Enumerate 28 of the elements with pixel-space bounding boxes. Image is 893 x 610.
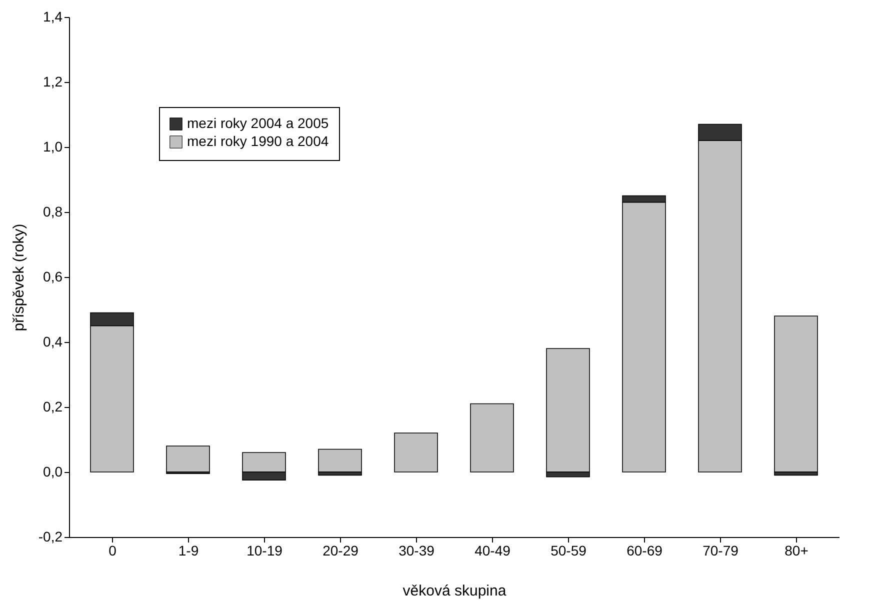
x-tick-label: 10-19	[246, 542, 283, 558]
x-axis-title: věková skupina	[402, 582, 507, 600]
y-tick-label: 0,6	[43, 268, 63, 284]
x-tick-label: 30-39	[398, 542, 435, 558]
y-tick-label: 0,4	[43, 334, 63, 350]
bar	[318, 448, 362, 472]
x-tick-label: 80+	[784, 542, 808, 558]
x-tick-label: 0	[108, 542, 117, 558]
x-tick-label: 40-49	[474, 542, 511, 558]
y-tick-label: 0,0	[43, 464, 63, 480]
y-tick-label: -0,2	[38, 528, 63, 544]
x-tick-label: 20-29	[322, 542, 359, 558]
x-tick-label: 60-69	[626, 542, 663, 558]
y-tick-label: 0,2	[43, 398, 63, 414]
x-tick-label: 70-79	[702, 542, 739, 558]
y-axis-title: příspěvek (roky)	[10, 224, 28, 332]
bar	[774, 316, 818, 472]
bar	[470, 403, 514, 472]
x-tick-label: 1-9	[178, 542, 199, 558]
x-tick-label: 50-59	[550, 542, 587, 558]
bar	[166, 446, 210, 472]
y-tick-label: 1,0	[43, 138, 63, 154]
bar	[394, 432, 438, 472]
legend-label: mezi roky 1990 a 2004	[187, 133, 329, 149]
y-tick-label: 0,8	[43, 204, 63, 220]
y-tick-label: 1,2	[43, 74, 63, 90]
legend-label: mezi roky 2004 a 2005	[187, 115, 329, 131]
y-tick-label: 1,4	[43, 8, 63, 24]
